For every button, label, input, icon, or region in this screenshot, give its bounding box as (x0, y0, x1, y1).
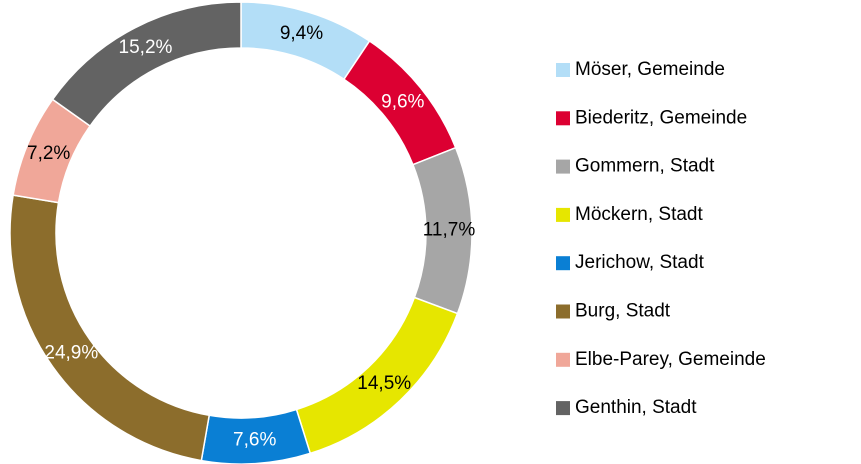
legend-label: Jerichow, Stadt (575, 252, 705, 273)
legend-label: Gommern, Stadt (575, 156, 715, 177)
data-label: 9,4% (280, 23, 323, 44)
data-label: 7,6% (233, 430, 276, 451)
legend-swatch (556, 159, 570, 174)
legend-label: Genthin, Stadt (575, 397, 697, 418)
legend-swatch (556, 256, 570, 271)
data-label: 15,2% (119, 37, 173, 58)
data-label: 9,6% (381, 91, 424, 112)
legend-label: Möckern, Stadt (575, 204, 703, 225)
data-label: 14,5% (357, 373, 411, 394)
legend-label: Burg, Stadt (575, 301, 671, 322)
legend-swatch (556, 401, 570, 416)
legend-swatch (556, 111, 570, 126)
legend-label: Möser, Gemeinde (575, 59, 725, 80)
data-label: 11,7% (423, 220, 476, 241)
data-label: 7,2% (27, 143, 70, 164)
legend-label: Biederitz, Gemeinde (575, 107, 747, 128)
legend-swatch (556, 207, 570, 222)
legend-swatch (556, 352, 570, 367)
data-label: 24,9% (44, 342, 98, 363)
legend-swatch (556, 304, 570, 319)
legend-swatch (556, 63, 570, 77)
legend-label: Elbe-Parey, Gemeinde (575, 349, 766, 370)
donut-segment (51, 1, 242, 128)
donut-segment (9, 194, 211, 462)
